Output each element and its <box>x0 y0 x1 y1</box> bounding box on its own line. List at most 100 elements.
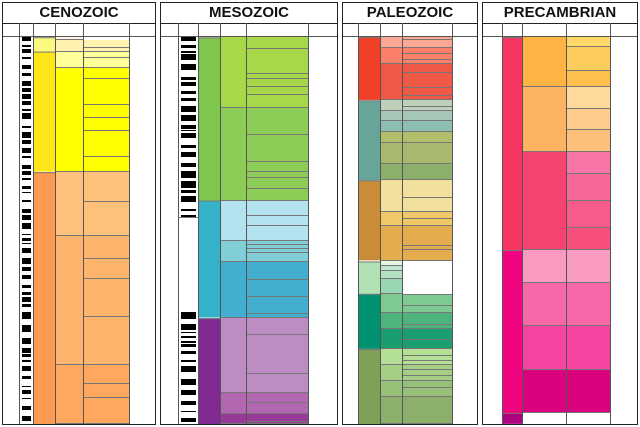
period-cell <box>34 37 55 53</box>
era-cell <box>523 369 566 414</box>
epoch-cell <box>221 413 246 424</box>
polarity-stripe <box>22 247 31 253</box>
age-cell <box>403 63 452 74</box>
eon-cell <box>503 37 522 251</box>
polarity-stripe <box>181 196 196 203</box>
polarity-stripe <box>22 274 31 279</box>
age-cell <box>403 370 452 376</box>
polarity-stripe <box>22 208 31 213</box>
age-cell <box>403 142 452 165</box>
epoch-cell <box>221 392 246 414</box>
polarity-stripe <box>22 140 31 144</box>
polarity-stripe <box>22 112 31 120</box>
period-cell <box>359 99 380 181</box>
polarity-stripe <box>22 304 31 307</box>
polarity-stripe <box>22 389 31 395</box>
periods-column <box>34 37 56 424</box>
age-cell <box>84 68 129 80</box>
ages-column <box>403 37 453 424</box>
column-header <box>359 23 381 37</box>
epoch-cell <box>221 317 246 393</box>
epoch-cell <box>381 260 402 266</box>
polarity-stripe <box>22 170 31 176</box>
polarity-stripe <box>22 37 31 41</box>
age-cell <box>247 215 308 227</box>
epoch-cell <box>381 328 402 349</box>
polarity-stripe <box>22 87 31 92</box>
precambrian-panel: PRECAMBRIAN <box>482 2 638 425</box>
column-header <box>523 23 567 37</box>
picks-column <box>611 37 637 424</box>
polarity-stripe <box>181 106 196 112</box>
column-header <box>611 23 637 37</box>
column-header <box>199 23 221 37</box>
age-cell <box>403 328 452 340</box>
polarity-stripe <box>22 45 31 47</box>
column-header <box>503 23 523 37</box>
age-cell <box>247 334 308 375</box>
column-header <box>483 23 503 37</box>
ages-column <box>84 37 130 424</box>
polarity-stripe <box>22 257 31 265</box>
column-header <box>343 23 359 37</box>
epoch-cell <box>56 52 83 69</box>
age-cell <box>247 107 308 135</box>
age-cell <box>84 235 129 259</box>
polarity-stripe <box>22 312 31 319</box>
age-cell <box>84 79 129 105</box>
age-cell <box>84 47 129 53</box>
age-cell <box>84 384 129 399</box>
column-header <box>453 23 477 37</box>
column-header <box>20 23 34 37</box>
era-cell <box>523 152 566 250</box>
polarity-stripe <box>22 126 31 128</box>
column-header <box>84 23 130 37</box>
column-header <box>179 23 199 37</box>
polarity-stripe <box>181 378 196 385</box>
eon-cell <box>503 413 522 424</box>
period-cell <box>567 369 610 414</box>
polarity-stripe <box>22 49 31 54</box>
age-cell <box>247 78 308 87</box>
polarity-stripe <box>22 365 31 371</box>
epoch-cell <box>381 294 402 313</box>
polarity-stripe <box>22 376 31 379</box>
polarity-stripe <box>22 109 31 112</box>
polarity-stripe <box>22 296 31 303</box>
epoch-cell <box>381 47 402 64</box>
polarity-stripe <box>22 81 31 87</box>
age-cell <box>403 59 452 64</box>
epoch-cell <box>381 381 402 398</box>
polarity-stripe <box>22 284 31 289</box>
period-cell <box>359 180 380 261</box>
polarity-stripe <box>181 130 196 132</box>
polarity-stripe <box>181 324 196 330</box>
epoch-cell <box>221 240 246 262</box>
period-cell <box>567 152 610 174</box>
epoch-cell <box>381 110 402 122</box>
polarity-stripe <box>22 237 31 242</box>
age-cell <box>247 178 308 189</box>
age-cell <box>247 317 308 335</box>
polarity-stripe <box>22 64 31 70</box>
age-cell <box>247 161 308 173</box>
age-cell <box>84 117 129 131</box>
period-cell <box>359 294 380 349</box>
age-cell <box>84 58 129 69</box>
column-header <box>221 23 247 37</box>
period-cell <box>359 37 380 100</box>
epoch-cell <box>381 265 402 272</box>
polarity-stripe <box>22 406 31 411</box>
polarity-stripe <box>22 353 31 357</box>
age-cell <box>247 253 308 262</box>
polarity-stripe <box>22 242 31 245</box>
age-cell <box>84 130 129 157</box>
paleozoic-title: PALEOZOIC <box>343 3 477 24</box>
column-header <box>403 23 453 37</box>
period-cell <box>567 108 610 131</box>
period-cell <box>567 173 610 202</box>
epoch-cell <box>56 171 83 236</box>
epoch-cell <box>56 39 83 53</box>
epochs-column <box>221 37 247 424</box>
age-cell <box>84 258 129 279</box>
